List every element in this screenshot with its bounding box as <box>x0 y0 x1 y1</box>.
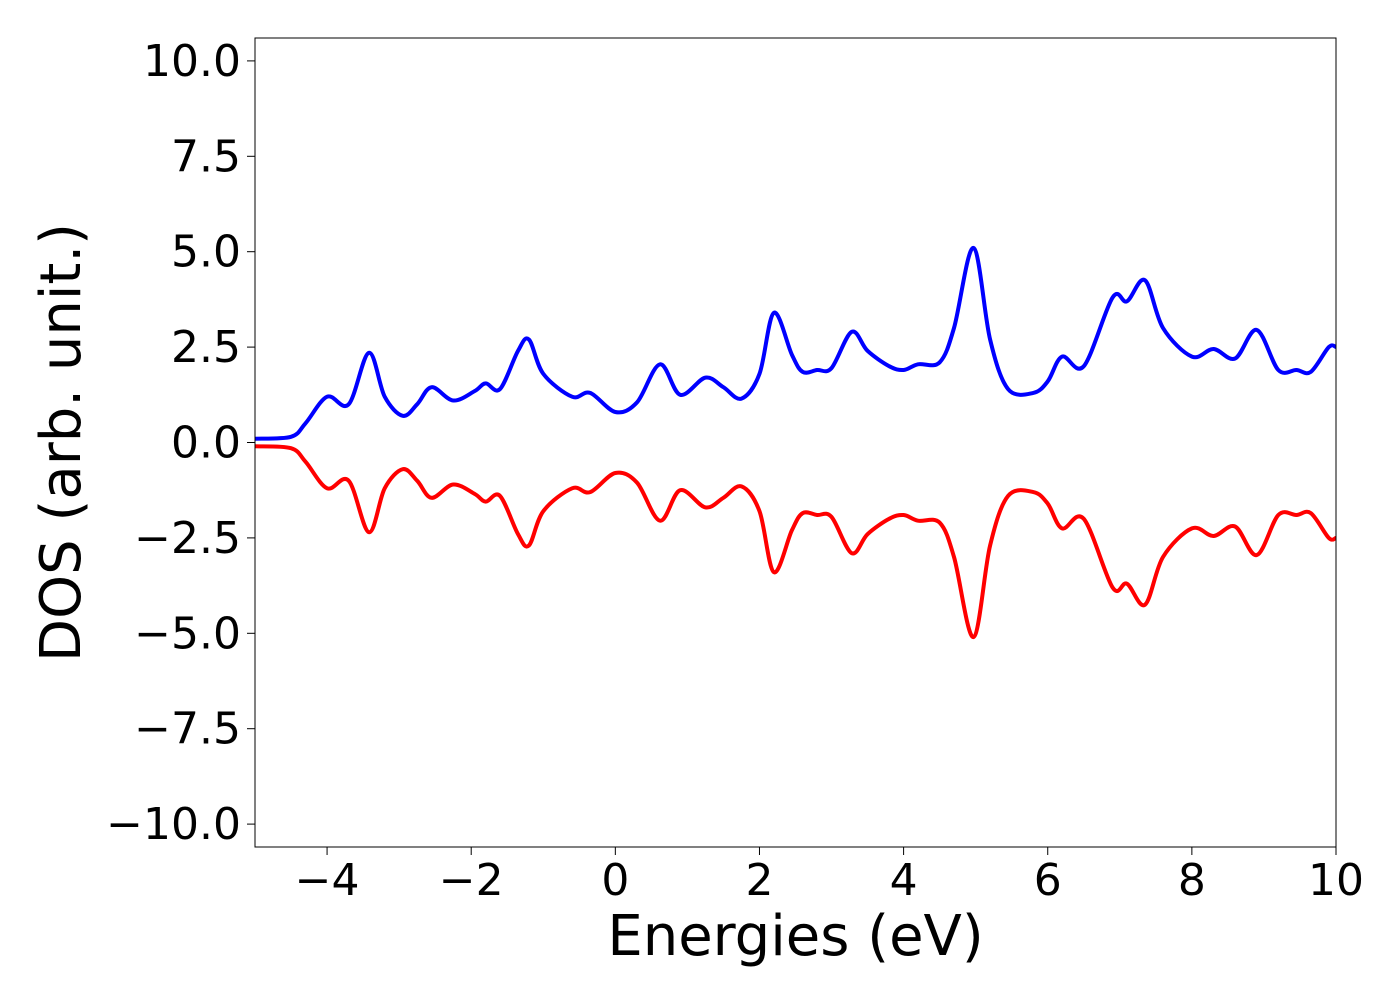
dos-spin-down-line <box>255 444 1336 640</box>
y-tick-label: −2.5 <box>134 513 241 564</box>
x-tick-label: −4 <box>295 855 360 906</box>
x-tick-label: 10 <box>1308 855 1364 906</box>
axes-frame <box>254 37 1337 848</box>
y-axis-label: DOS (arb. unit.) <box>29 223 94 662</box>
x-tick-label: 8 <box>1178 855 1206 906</box>
x-axis-ticks: −4 −2 0 2 4 6 8 10 <box>295 847 1364 906</box>
x-tick-label: 0 <box>601 855 629 906</box>
y-tick-label: 7.5 <box>171 131 241 182</box>
y-tick-label: −5.0 <box>134 608 241 659</box>
y-tick-label: 0.0 <box>171 418 241 469</box>
y-tick-label: 10.0 <box>143 36 241 87</box>
dos-spin-up-line <box>255 245 1336 441</box>
x-tick-label: 4 <box>890 855 918 906</box>
x-tick-label: 6 <box>1034 855 1062 906</box>
y-tick-label: 5.0 <box>171 227 241 278</box>
y-axis-ticks: 10.0 7.5 5.0 2.5 0.0 −2.5 −5.0 −7.5 −10.0 <box>106 36 255 850</box>
y-tick-label: −7.5 <box>134 704 241 755</box>
x-tick-label: 2 <box>745 855 773 906</box>
y-tick-label: −10.0 <box>106 799 241 850</box>
x-axis-label: Energies (eV) <box>607 904 983 969</box>
x-tick-label: −2 <box>439 855 504 906</box>
y-tick-label: 2.5 <box>171 322 241 373</box>
series-layer <box>255 245 1336 640</box>
